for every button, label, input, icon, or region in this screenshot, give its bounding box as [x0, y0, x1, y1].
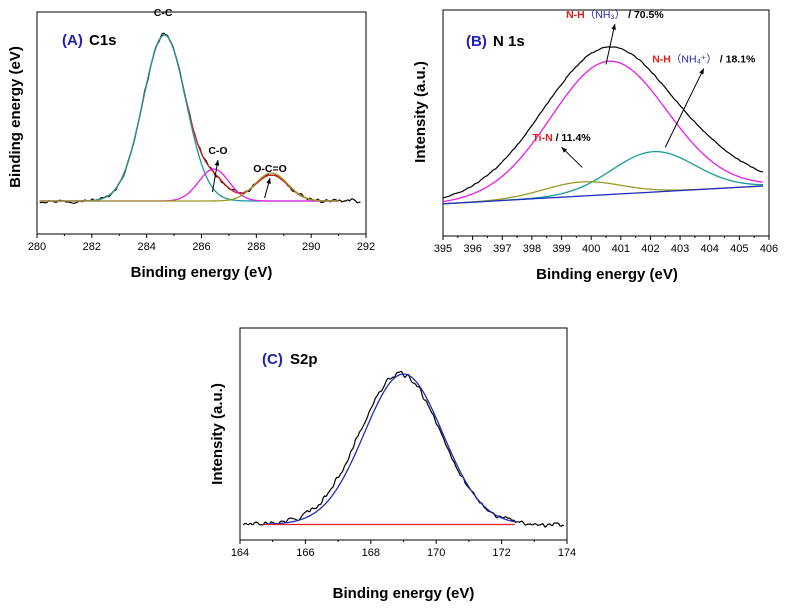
x-ticks: 280 282 284 286 288 290 292	[28, 234, 375, 253]
peak-annotation: N-H（NH₃） / 70.5%	[566, 9, 664, 21]
series-line-n-h-nh3	[442, 60, 764, 203]
peak-annotation: Ti-N / 11.4%	[532, 132, 591, 144]
plot-frame	[442, 9, 770, 237]
x-tick-label: 399	[552, 243, 570, 255]
x-axis-title: Binding energy (eV)	[536, 266, 678, 283]
panel-name: N 1s	[493, 33, 525, 50]
arrowhead	[266, 178, 271, 184]
peak-annotation: C-O	[208, 145, 227, 157]
x-tick-label: 403	[671, 243, 689, 255]
x-tick-label: 282	[83, 241, 101, 253]
x-tick-label: 174	[558, 547, 576, 559]
x-tick-label: 402	[641, 243, 659, 255]
series-line-c-o	[39, 168, 339, 202]
panel-letter: (B)	[466, 33, 487, 50]
x-tick-label: 288	[247, 241, 265, 253]
arrowhead	[214, 160, 220, 166]
series-line-o-c-o	[39, 172, 339, 202]
panel-letter: (C)	[262, 351, 283, 368]
panel-b-n1s-chart: 395 396 397 398 399 400 401 402 403 404 405 406 Ti-…	[412, 9, 778, 283]
x-tick-label: 405	[730, 243, 748, 255]
x-axis-title: Binding energy (eV)	[333, 585, 475, 602]
panel-name: S2p	[290, 351, 318, 368]
series-layer	[442, 46, 764, 205]
x-tick-label: 286	[192, 241, 210, 253]
x-tick-label: 168	[362, 547, 380, 559]
x-tick-label: 400	[582, 243, 600, 255]
arrowhead	[611, 23, 616, 30]
annotation-layer: C-C C-O O-C=O	[154, 7, 287, 199]
x-tick-label: 395	[434, 243, 452, 255]
y-axis-title: Intensity (a.u.)	[209, 383, 226, 485]
panel-a-c1s-chart: 280 282 284 286 288 290 292 C-C C-O O-C=O (A) C1…	[7, 7, 375, 281]
x-tick-label: 164	[231, 547, 249, 559]
arrowhead	[561, 147, 568, 153]
x-tick-label: 166	[296, 547, 314, 559]
series-layer	[242, 370, 565, 529]
x-axis-title: Binding energy (eV)	[131, 264, 273, 281]
series-layer	[39, 32, 361, 204]
series-line-c-c	[39, 34, 339, 202]
annotation-layer: Ti-N / 11.4% N-H（NH₃） / 70.5% N-H（NH₄⁺） / …	[532, 9, 756, 168]
series-line-background	[442, 185, 764, 205]
series-line-raw	[39, 32, 361, 204]
x-ticks: 164 166 168 170 172 174	[231, 540, 576, 559]
x-tick-label: 398	[523, 243, 541, 255]
panel-letter: (A)	[62, 32, 83, 49]
x-tick-label: 406	[760, 243, 778, 255]
series-line-raw	[442, 46, 764, 199]
x-tick-label: 292	[357, 241, 375, 253]
x-ticks: 395 396 397 398 399 400 401 402 403 404 405 406	[434, 236, 778, 255]
x-tick-label: 396	[463, 243, 481, 255]
x-tick-label: 280	[28, 241, 46, 253]
peak-annotation: O-C=O	[253, 163, 287, 175]
annotation-arrow	[664, 68, 705, 148]
peak-annotation: C-C	[154, 7, 173, 19]
y-axis-title: Binding energy (eV)	[7, 46, 24, 188]
series-line-n-h-nh4	[442, 150, 764, 205]
arrowhead	[699, 68, 704, 75]
x-tick-label: 397	[493, 243, 511, 255]
series-line-fit	[262, 373, 515, 525]
annotation-arrow	[605, 23, 616, 65]
x-tick-label: 401	[612, 243, 630, 255]
peak-annotation: N-H（NH₄⁺） / 18.1%	[652, 53, 756, 65]
x-tick-label: 290	[302, 241, 320, 253]
panel-c-s2p-chart: 164 166 168 170 172 174 (C) S2p Binding energ…	[209, 327, 576, 602]
series-line-raw	[242, 370, 565, 529]
x-tick-label: 170	[427, 547, 445, 559]
x-tick-label: 284	[137, 241, 155, 253]
y-axis-title: Intensity (a.u.)	[412, 61, 429, 163]
panel-name: C1s	[89, 32, 117, 49]
x-tick-label: 404	[701, 243, 719, 255]
x-tick-label: 172	[492, 547, 510, 559]
